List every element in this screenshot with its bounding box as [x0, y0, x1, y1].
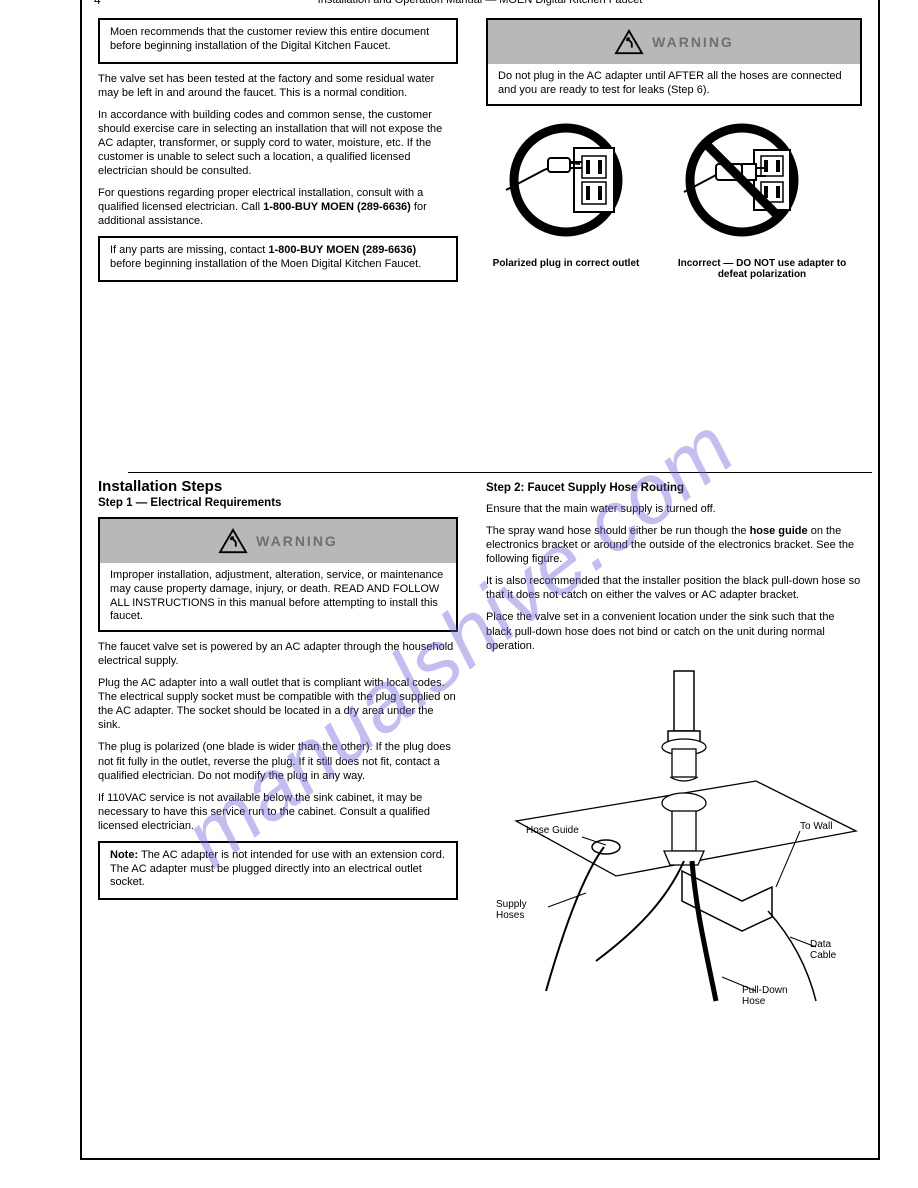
note-label: Note:: [110, 849, 138, 861]
outlet-incorrect-caption: Incorrect — DO NOT use adapter to defeat…: [662, 258, 862, 280]
phone-number: 1-800-BUY MOEN (289-6636): [263, 201, 411, 213]
label-pulldown-hose: Pull-Down Hose: [742, 985, 812, 1007]
warning-triangle-icon: [218, 528, 248, 554]
electrician-paragraph: For questions regarding proper electrica…: [98, 186, 458, 228]
phone-number: 1-800-BUY MOEN (289-6636): [268, 244, 416, 256]
right-column-upper: WARNING Do not plug in the AC adapter un…: [486, 18, 862, 280]
warning-box-top-right: WARNING Do not plug in the AC adapter un…: [486, 18, 862, 106]
left-column-lower: Installation Steps Step 1 — Electrical R…: [98, 438, 458, 900]
missing-parts-box: If any parts are missing, contact 1-800-…: [98, 236, 458, 282]
step2-para-d: Place the valve set in a convenient loca…: [486, 610, 862, 652]
outlet-diagram-row: Polarized plug in correct outlet: [486, 120, 862, 280]
step2-para-c: It is also recommended that the installe…: [486, 574, 862, 602]
warning-header: WARNING: [100, 519, 456, 563]
step2-para-a: Ensure that the main water supply is tur…: [486, 502, 862, 516]
installation-steps-title: Installation Steps: [98, 478, 458, 495]
label-supply-hoses: Supply Hoses: [496, 899, 556, 921]
intro-recommend-box: Moen recommends that the customer review…: [98, 18, 458, 64]
missing-parts-text-2: before beginning installation of the Moe…: [110, 258, 421, 270]
page-number: 4: [94, 0, 101, 7]
note-body: The AC adapter is not intended for use w…: [110, 849, 445, 889]
right-column-lower: Step 2: Faucet Supply Hose Routing Ensur…: [486, 482, 862, 1021]
outlet-correct: Polarized plug in correct outlet: [486, 120, 646, 280]
location-safety-paragraph: In accordance with building codes and co…: [98, 108, 458, 178]
missing-parts-text-1: If any parts are missing, contact: [110, 244, 268, 256]
warning-body: Do not plug in the AC adapter until AFTE…: [488, 64, 860, 104]
left-column: Moen recommends that the customer review…: [98, 18, 458, 282]
outlet-incorrect: Incorrect — DO NOT use adapter to defeat…: [662, 120, 862, 280]
step2-subtitle: Step 2: Faucet Supply Hose Routing: [486, 482, 862, 494]
footer-text: Installation and Operation Manual — MOEN…: [318, 0, 643, 6]
outlet-incorrect-icon: [662, 120, 822, 250]
warning-triangle-icon: [614, 29, 644, 55]
label-data-cable: Data Cable: [810, 939, 860, 961]
warning-label: WARNING: [652, 34, 734, 50]
step1-para-b: Plug the AC adapter into a wall outlet t…: [98, 676, 458, 732]
warning-label: WARNING: [256, 533, 338, 549]
warning-body: Improper installation, adjustment, alter…: [100, 563, 456, 630]
warning-header: WARNING: [488, 20, 860, 64]
step1-subtitle: Step 1 — Electrical Requirements: [98, 497, 458, 509]
outlet-correct-caption: Polarized plug in correct outlet: [486, 258, 646, 269]
hose-guide-ref: hose guide: [750, 525, 808, 537]
warning-box-step1: WARNING Improper installation, adjustmen…: [98, 517, 458, 632]
step1-para-c: The plug is polarized (one blade is wide…: [98, 740, 458, 782]
step2-para-b: The spray wand hose should either be run…: [486, 524, 862, 566]
faucet-routing-svg: [486, 661, 862, 1021]
step1-para-a: The faucet valve set is powered by an AC…: [98, 640, 458, 668]
label-hose-guide: Hose Guide: [526, 825, 579, 836]
page-footer: 4 Installation and Operation Manual — MO…: [98, 0, 862, 6]
faucet-routing-diagram: Hose Guide To Wall Supply Hoses Data Cab…: [486, 661, 862, 1021]
note-box: Note: The AC adapter is not intended for…: [98, 841, 458, 900]
step2-b-1: The spray wand hose should either be run…: [486, 525, 750, 537]
residual-water-paragraph: The valve set has been tested at the fac…: [98, 72, 458, 100]
outlet-correct-icon: [486, 120, 646, 250]
label-to-wall: To Wall: [800, 821, 832, 832]
step1-para-d: If 110VAC service is not available below…: [98, 791, 458, 833]
